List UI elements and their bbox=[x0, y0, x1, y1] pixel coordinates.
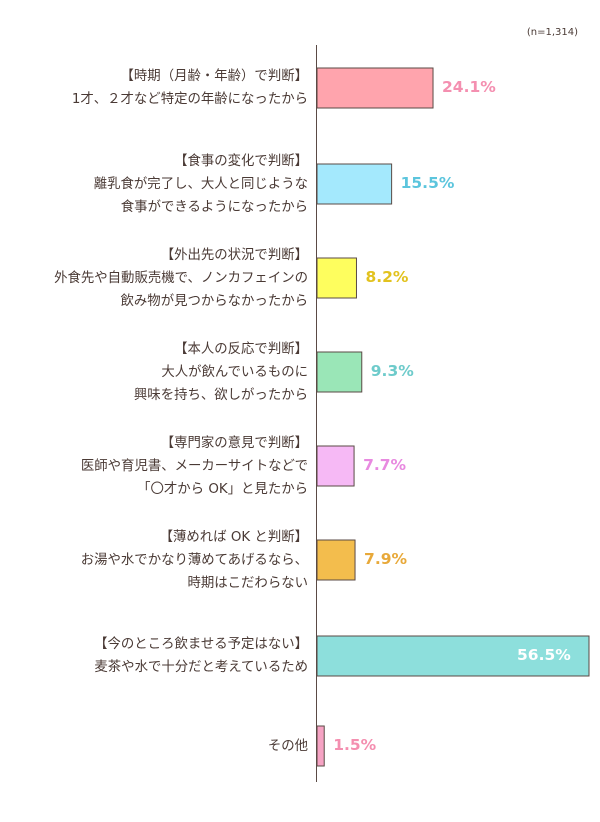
category-label: 【時期（月齢・年齢）で判断】 1才、２才など特定の年齢になったから bbox=[18, 65, 308, 111]
category-heading: 【外出先の状況で判断】 bbox=[160, 247, 308, 263]
bar bbox=[316, 351, 363, 393]
category-line: その他 bbox=[267, 738, 308, 754]
category-label: 【専門家の意見で判断】医師や育児書、メーカーサイトなどで「〇才から OK」と見た… bbox=[18, 432, 308, 501]
category-line: 医師や育児書、メーカーサイトなどで bbox=[80, 458, 308, 474]
bar bbox=[316, 635, 590, 677]
data-label: 1.5% bbox=[333, 736, 377, 754]
category-label: 【食事の変化で判断】離乳食が完了し、大人と同じような食事ができるようになったから bbox=[18, 150, 308, 219]
data-label: 15.5% bbox=[400, 174, 455, 192]
bar bbox=[316, 539, 356, 581]
category-line: 「〇才から OK」と見たから bbox=[137, 481, 308, 497]
category-line: お湯や水でかなり薄めてあげるなら、 bbox=[80, 552, 308, 568]
bar bbox=[316, 67, 434, 109]
category-label: その他 bbox=[18, 735, 308, 758]
category-line: 食事ができるようになったから bbox=[120, 199, 308, 215]
category-line: 大人が飲んでいるものに bbox=[161, 364, 308, 380]
bar bbox=[316, 163, 393, 205]
bar bbox=[316, 257, 357, 299]
data-label: 56.5% bbox=[517, 646, 571, 664]
sample-size-note: (n=1,314) bbox=[526, 27, 578, 38]
category-label: 【今のところ飲ませる予定はない】 麦茶や水で十分だと考えているため bbox=[18, 633, 308, 679]
category-label: 【外出先の状況で判断】外食先や自動販売機で、ノンカフェインの飲み物が見つからなか… bbox=[18, 244, 308, 313]
category-heading: 【本人の反応で判断】 bbox=[174, 341, 308, 357]
data-label: 8.2% bbox=[365, 268, 409, 286]
category-label: 【本人の反応で判断】大人が飲んでいるものに興味を持ち、欲しがったから bbox=[18, 338, 308, 407]
category-line: 麦茶や水で十分だと考えているため bbox=[94, 660, 308, 675]
category-line: 1才、２才など特定の年齢になったから bbox=[71, 92, 308, 107]
category-heading: 【専門家の意見で判断】 bbox=[160, 435, 308, 451]
category-line: 興味を持ち、欲しがったから bbox=[133, 387, 308, 403]
data-label: 7.9% bbox=[364, 550, 408, 568]
bar bbox=[316, 445, 355, 487]
data-label: 24.1% bbox=[442, 78, 496, 96]
category-heading: 【食事の変化で判断】 bbox=[174, 153, 308, 169]
category-line: 飲み物が見つからなかったから bbox=[120, 293, 308, 309]
category-line: 時期はこだわらない bbox=[187, 575, 308, 591]
data-label: 9.3% bbox=[370, 362, 414, 380]
category-label: 【薄めれば OK と判断】お湯や水でかなり薄めてあげるなら、時期はこだわらない bbox=[18, 526, 308, 595]
category-heading: 【今のところ飲ませる予定はない】 bbox=[94, 637, 308, 652]
category-heading: 【時期（月齢・年齢）で判断】 bbox=[120, 69, 308, 84]
category-heading: 【薄めれば OK と判断】 bbox=[159, 529, 308, 545]
data-label: 7.7% bbox=[363, 456, 407, 474]
category-line: 外食先や自動販売機で、ノンカフェインの bbox=[54, 270, 308, 286]
bar bbox=[316, 725, 325, 767]
category-line: 離乳食が完了し、大人と同じような bbox=[93, 176, 308, 192]
